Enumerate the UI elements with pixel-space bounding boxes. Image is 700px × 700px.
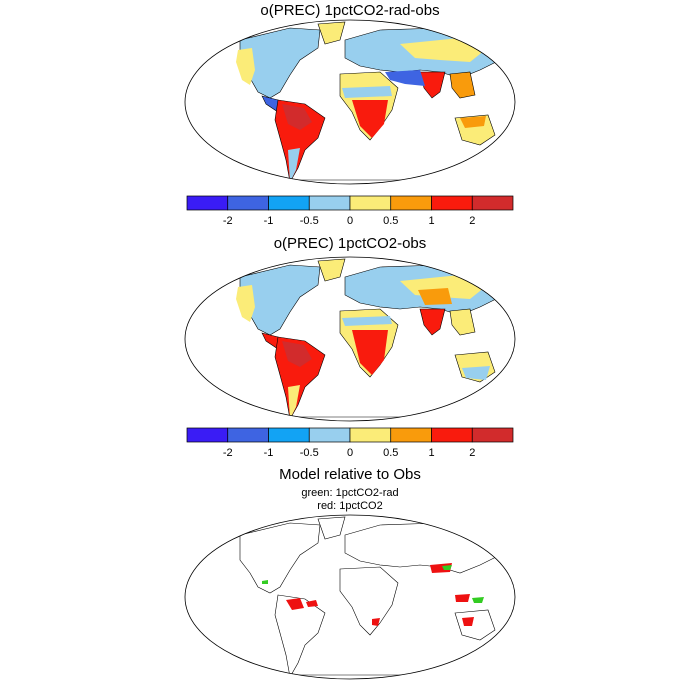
panel2-title: o(PREC) 1pctCO2-obs bbox=[273, 235, 427, 252]
colorbar1-tick-label-5: 1 bbox=[428, 215, 434, 227]
marker-green-asia bbox=[442, 565, 452, 570]
map2-greenland bbox=[317, 258, 346, 282]
map2-asia-orange bbox=[418, 288, 452, 305]
map1-south-america-dark bbox=[282, 104, 312, 130]
colorbar-1: -2 -1 -0.5 0 0.5 1 2 bbox=[186, 195, 514, 227]
map2-africa-south bbox=[352, 330, 388, 375]
marker-green-central-america bbox=[262, 580, 268, 584]
map1-border bbox=[184, 19, 516, 185]
map2-india bbox=[419, 308, 446, 336]
map1-antarctica bbox=[249, 179, 451, 184]
map1-seasia bbox=[449, 71, 476, 99]
colorbar1-tick-label-1: -1 bbox=[264, 215, 274, 227]
colorbar1-tick-label-6: 2 bbox=[469, 215, 475, 227]
map2-south-america-south bbox=[288, 385, 300, 419]
map1-greenland bbox=[317, 21, 346, 45]
colorbar2-tick-label-3: 0 bbox=[347, 447, 353, 459]
colorbar1-tick-label-3: 0 bbox=[347, 215, 353, 227]
map1-africa-south bbox=[352, 100, 388, 138]
colorbar2-tick-label-1: -1 bbox=[264, 447, 274, 459]
colorbar2-swatch-2 bbox=[268, 427, 310, 443]
colorbar1-swatch-1 bbox=[227, 195, 269, 211]
colorbar2-swatch-5 bbox=[390, 427, 432, 443]
map2-antarctica bbox=[249, 416, 451, 421]
colorbar1-swatch-2 bbox=[268, 195, 310, 211]
map3-border bbox=[184, 514, 516, 680]
map-panel-2 bbox=[184, 256, 516, 422]
map1-mideast bbox=[385, 70, 425, 86]
colorbar1-swatch-4 bbox=[349, 195, 392, 211]
panel1-title: o(PREC) 1pctCO2-rad-obs bbox=[260, 2, 440, 19]
colorbar2-tick-label-0: -2 bbox=[223, 447, 233, 459]
map1-north-america-west bbox=[236, 48, 255, 85]
map2-north-america-west bbox=[236, 285, 255, 322]
colorbar2-swatch-1 bbox=[227, 427, 269, 443]
colorbar2-swatch-6 bbox=[431, 427, 473, 443]
marker-red-south-america-2 bbox=[306, 600, 318, 607]
map1-australia-north bbox=[460, 116, 486, 128]
marker-red-australia bbox=[462, 617, 474, 626]
map2-south-america-dark bbox=[282, 341, 312, 367]
marker-red-africa bbox=[372, 618, 380, 626]
panel3-title: Model relative to Obs bbox=[279, 466, 421, 483]
colorbar2-swatch-0 bbox=[186, 427, 229, 443]
map3-land bbox=[239, 516, 501, 679]
colorbar1-swatch-7 bbox=[471, 195, 514, 211]
map-panel-1 bbox=[184, 19, 516, 185]
map3-north-america bbox=[239, 522, 321, 594]
map1-africa-band bbox=[342, 86, 392, 98]
marker-green-seasia bbox=[472, 597, 484, 603]
map1-land bbox=[236, 21, 501, 184]
colorbar-2: -2 -1 -0.5 0 0.5 1 2 bbox=[186, 427, 514, 459]
map1-asia-dry bbox=[400, 38, 485, 62]
colorbar1-swatch-6 bbox=[431, 195, 473, 211]
map1-south-america-south bbox=[288, 148, 300, 182]
colorbar1-tick-label-2: -0.5 bbox=[300, 215, 319, 227]
panel3-legend: green: 1pctCO2-rad red: 1pctCO2 bbox=[0, 487, 700, 513]
map3-antarctica bbox=[249, 674, 451, 679]
colorbar1-swatch-5 bbox=[390, 195, 432, 211]
map-panel-3 bbox=[184, 514, 516, 680]
map2-africa-band bbox=[342, 316, 392, 326]
colorbar1-swatch-0 bbox=[186, 195, 229, 211]
colorbar2-tick-label-4: 0.5 bbox=[383, 447, 398, 459]
colorbar2-swatch-7 bbox=[471, 427, 514, 443]
map3-greenland bbox=[317, 516, 346, 540]
colorbar1-tick-label-0: -2 bbox=[223, 215, 233, 227]
map2-australia-south bbox=[462, 366, 490, 380]
map3-australia bbox=[454, 609, 496, 641]
colorbar2-tick-label-2: -0.5 bbox=[300, 447, 319, 459]
colorbar2-swatch-4 bbox=[349, 427, 392, 443]
colorbar2-swatch-3 bbox=[308, 427, 351, 443]
colorbar2-tick-label-5: 1 bbox=[428, 447, 434, 459]
map3-south-america bbox=[274, 594, 326, 678]
marker-red-south-america bbox=[286, 598, 304, 610]
map3-africa bbox=[339, 566, 399, 636]
marker-red-seasia bbox=[455, 594, 470, 602]
legend-red: red: 1pctCO2 bbox=[317, 500, 383, 512]
map3-eurasia bbox=[344, 522, 501, 574]
legend-green: green: 1pctCO2-rad bbox=[301, 487, 399, 499]
map2-land bbox=[236, 258, 501, 421]
colorbar1-swatch-3 bbox=[308, 195, 351, 211]
map2-seasia bbox=[449, 308, 476, 336]
marker-red-asia bbox=[430, 563, 452, 573]
map2-border bbox=[184, 256, 516, 422]
colorbar2-tick-label-6: 2 bbox=[469, 447, 475, 459]
colorbar1-tick-label-4: 0.5 bbox=[383, 215, 398, 227]
